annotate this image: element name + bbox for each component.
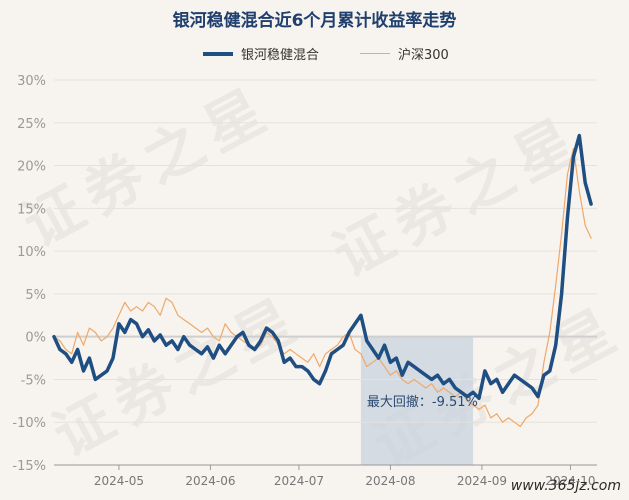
y-tick-label: 30% bbox=[17, 74, 46, 89]
x-tick-label: 2024-07 bbox=[274, 474, 324, 488]
x-tick-label: 2024-06 bbox=[185, 474, 235, 488]
x-tick-label: 2024-09 bbox=[457, 474, 507, 488]
legend-swatch-fund bbox=[203, 51, 233, 56]
y-tick-label: 10% bbox=[17, 245, 46, 260]
y-tick-label: 5% bbox=[25, 288, 46, 303]
y-tick-label: 20% bbox=[17, 160, 46, 175]
y-tick-label: 15% bbox=[17, 202, 46, 217]
y-tick-label: -10% bbox=[12, 416, 46, 431]
y-tick-label: 25% bbox=[17, 117, 46, 132]
site-watermark: www.365jz.com bbox=[510, 478, 621, 494]
drawdown-label: 最大回撤：-9.51% bbox=[367, 394, 478, 410]
legend-item-index[interactable]: 沪深300 bbox=[360, 44, 449, 63]
series-line-index bbox=[53, 147, 592, 428]
legend-swatch-index bbox=[360, 53, 390, 54]
chart-legend: 银河稳健混合 沪深300 bbox=[0, 44, 629, 63]
y-tick-label: -15% bbox=[12, 459, 46, 474]
x-tick-label: 2024-10 bbox=[545, 474, 595, 488]
legend-item-fund[interactable]: 银河稳健混合 bbox=[203, 44, 319, 63]
x-tick-label: 2024-05 bbox=[94, 474, 144, 488]
y-tick-label: 0% bbox=[25, 331, 46, 346]
x-tick-label: 2024-08 bbox=[365, 474, 415, 488]
legend-label-fund: 银河稳健混合 bbox=[241, 48, 320, 63]
y-tick-label: -5% bbox=[21, 373, 46, 388]
legend-label-index: 沪深300 bbox=[398, 48, 449, 63]
series-line-fund bbox=[52, 133, 593, 401]
chart-title: 银河稳健混合近6个月累计收益率走势 bbox=[172, 11, 457, 31]
